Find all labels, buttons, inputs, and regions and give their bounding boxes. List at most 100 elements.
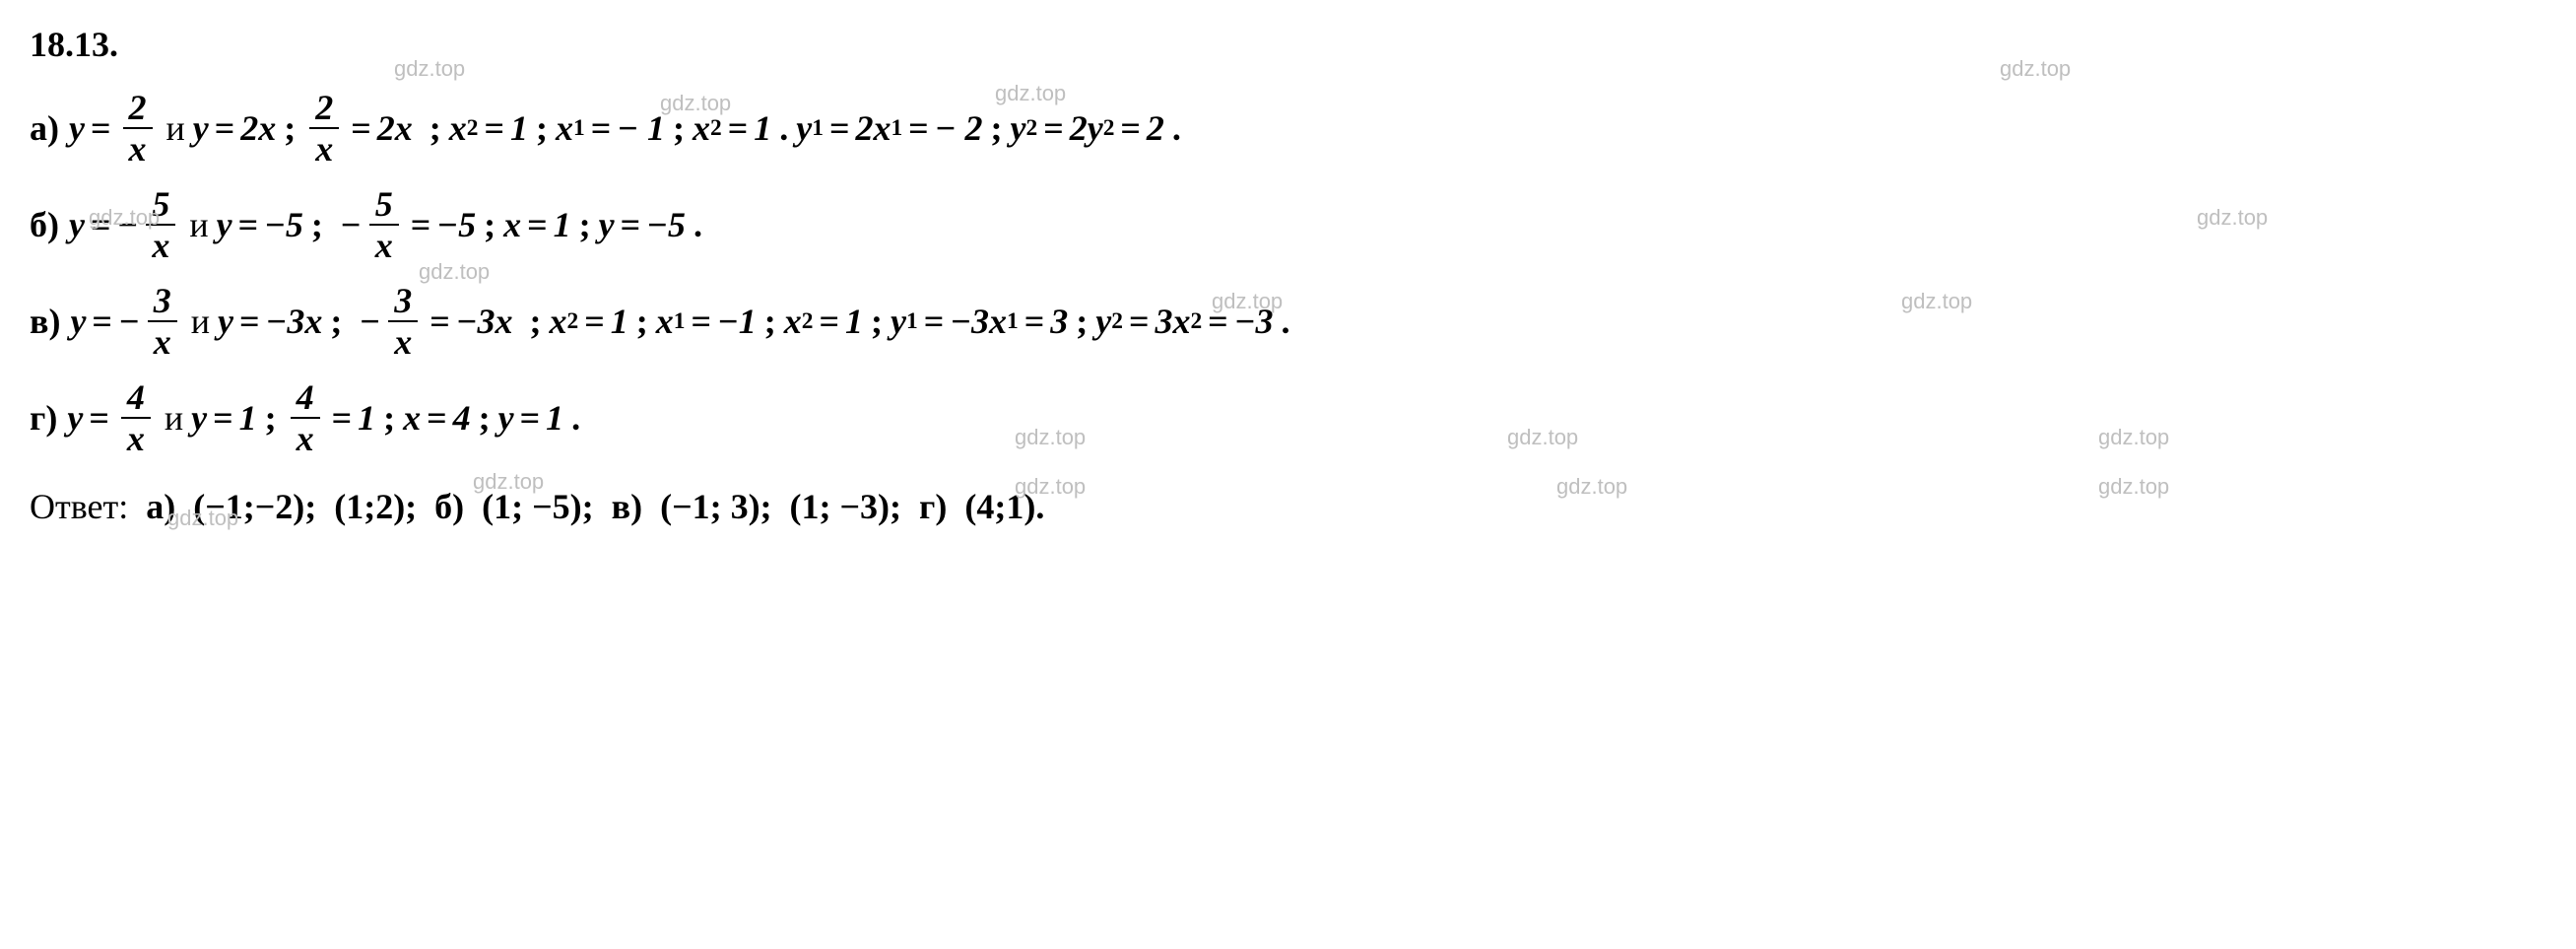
y-var: y xyxy=(217,200,232,249)
sub1b: 1 xyxy=(906,305,918,338)
frac-num: 3 xyxy=(388,283,418,320)
equals: = xyxy=(351,103,371,153)
frac-den: x xyxy=(146,224,175,263)
ans-b: б) xyxy=(434,487,464,526)
semi5: ; xyxy=(991,103,1003,153)
x1: x xyxy=(556,103,573,153)
ans-b-pt1-v: (1; −5); xyxy=(482,487,593,526)
equals: = xyxy=(92,297,112,346)
equals: = xyxy=(1043,103,1064,153)
equals: = xyxy=(332,393,353,442)
and-word: и xyxy=(191,297,210,346)
period2: . xyxy=(1282,297,1290,346)
equals: = xyxy=(691,297,711,346)
ans-b-label xyxy=(426,487,434,526)
semi: ; xyxy=(284,103,296,153)
period: . xyxy=(571,393,580,442)
semi3: ; xyxy=(536,103,548,153)
and-word: и xyxy=(166,103,185,153)
equals: = xyxy=(520,393,541,442)
neg: − xyxy=(117,200,139,249)
y1-expr: −3x xyxy=(950,297,1007,346)
fraction-a2: 2 x xyxy=(309,90,339,167)
x2: x xyxy=(784,297,802,346)
equals: = xyxy=(820,297,840,346)
x2-val: 1 xyxy=(845,297,863,346)
equals: = xyxy=(1120,103,1141,153)
ans-a-pt2 xyxy=(325,487,334,526)
fraction-g1: 4 x xyxy=(121,379,151,456)
ans-a-pt1 xyxy=(184,487,193,526)
y2-val: 2 xyxy=(1147,103,1164,153)
frac-num: 5 xyxy=(369,186,399,224)
frac-den: x xyxy=(291,417,320,456)
fraction-v2: 3 x xyxy=(388,283,418,360)
part-v-label: в) xyxy=(30,297,60,346)
part-b-label: б) xyxy=(30,200,59,249)
semi2: ; xyxy=(421,103,441,153)
ans-a-label xyxy=(137,487,146,526)
equals: = xyxy=(829,103,850,153)
frac-num: 4 xyxy=(291,379,320,417)
ans-v-pt1 xyxy=(651,487,660,526)
equals: = xyxy=(213,393,233,442)
period: . xyxy=(694,200,702,249)
equals: = xyxy=(429,297,450,346)
y-val: −5 xyxy=(646,200,686,249)
sub1: 1 xyxy=(674,305,686,338)
equals: = xyxy=(411,200,431,249)
y1-expr: 2x xyxy=(855,103,891,153)
exp2: 2 xyxy=(567,305,579,338)
semi4: ; xyxy=(764,297,776,346)
semi: ; xyxy=(265,393,277,442)
semi2: ; xyxy=(484,200,495,249)
frac-den: x xyxy=(148,320,177,360)
y2-val: −3 xyxy=(1234,297,1274,346)
part-v-line: в) y = − 3 x и y = −3x; − 3 x = −3x ; x2… xyxy=(30,282,2546,361)
ans-v: в) xyxy=(612,487,642,526)
fraction-g2: 4 x xyxy=(291,379,320,456)
ans-g: г) xyxy=(919,487,947,526)
equals: = xyxy=(621,200,641,249)
semi2: ; xyxy=(521,297,542,346)
y-val: 1 xyxy=(546,393,563,442)
watermark: gdz.top xyxy=(2098,472,2169,503)
frac-den: x xyxy=(123,127,153,167)
part-b-line: б) y = − 5 x и y = −5; − 5 x = −5; x = 1… xyxy=(30,185,2546,264)
equals: = xyxy=(91,200,111,249)
x2-val: 1 xyxy=(754,103,771,153)
semi: ; xyxy=(330,297,342,346)
x1: x xyxy=(656,297,674,346)
sub1: 1 xyxy=(573,112,585,145)
frac-den: x xyxy=(369,224,399,263)
x-val: 1 xyxy=(554,200,571,249)
x-sq: x xyxy=(449,103,467,153)
period2: . xyxy=(1172,103,1181,153)
ans-a-pt1-v: (−1;−2); xyxy=(193,487,316,526)
watermark: gdz.top xyxy=(1901,287,1972,317)
ans-a: а) xyxy=(146,487,175,526)
eq-right-g: 1 xyxy=(358,393,375,442)
y2-expr: 2y xyxy=(1070,103,1103,153)
eq-right-v: −3x xyxy=(456,297,513,346)
watermark: gdz.top xyxy=(1015,423,1086,453)
equals: = xyxy=(924,297,945,346)
x-sq: x xyxy=(550,297,567,346)
equals: = xyxy=(89,393,109,442)
part-a-line: а) y = 2 x и y = 2x; 2 x = 2x ; x2 = 1; … xyxy=(30,89,2546,168)
sq-val: 1 xyxy=(611,297,628,346)
neg: − xyxy=(340,200,362,249)
y-var: y xyxy=(218,297,233,346)
func2-g: 1 xyxy=(239,393,257,442)
ans-g-label xyxy=(910,487,919,526)
func2-a: 2x xyxy=(240,103,276,153)
semi3: ; xyxy=(479,393,491,442)
frac-num: 5 xyxy=(146,186,175,224)
problem-number: 18.13. xyxy=(30,20,2546,69)
answer-line: Ответ: а) (−1;−2); (1;2); б) (1; −5); в)… xyxy=(30,482,2546,531)
watermark: gdz.top xyxy=(2197,203,2268,234)
sub2: 2 xyxy=(710,112,722,145)
fraction-v1: 3 x xyxy=(148,283,177,360)
y2: y xyxy=(1011,103,1026,153)
y2: y xyxy=(1095,297,1111,346)
